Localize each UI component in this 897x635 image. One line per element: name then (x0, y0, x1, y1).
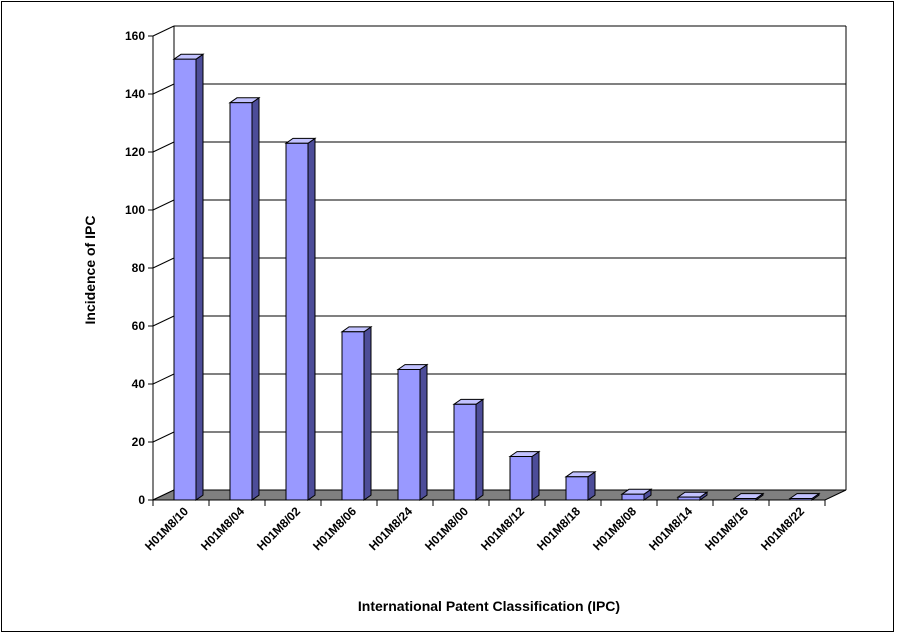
bar-side (251, 96, 260, 501)
bar (284, 137, 317, 501)
x-tick-label: H01M8/22 (758, 504, 807, 553)
bar-side (475, 398, 484, 501)
x-tick-labels: H01M8/10 H01M8/04 H01M8/02 H01M8/06 H01M8/24… (142, 504, 807, 553)
x-tick-label: H01M8/18 (534, 504, 583, 553)
gridline-depth (152, 257, 175, 269)
x-tick-label: H01M8/08 (590, 504, 639, 553)
gridline-depth (152, 315, 175, 327)
bar-front (397, 369, 421, 501)
bar-front (565, 476, 589, 501)
x-tick-label: H01M8/04 (198, 504, 247, 553)
x-tick-label: H01M8/00 (422, 504, 471, 553)
bar-front (621, 493, 645, 501)
x-tick-label: H01M8/12 (478, 504, 527, 553)
x-tick-label: H01M8/02 (254, 504, 303, 553)
x-tick-label: H01M8/06 (310, 504, 359, 553)
gridline-depth (152, 141, 175, 153)
bar (172, 53, 205, 501)
x-tick-label: H01M8/16 (702, 504, 751, 553)
y-axis-title: Incidence of IPC (82, 216, 98, 325)
bar (620, 488, 653, 501)
y-tick-label: 0 (138, 493, 145, 507)
bars (172, 53, 821, 501)
bar (564, 470, 597, 501)
x-axis-title: International Patent Classification (IPC… (358, 598, 620, 614)
gridline-depth (152, 25, 175, 37)
bar-front (173, 58, 197, 501)
bar (452, 398, 485, 501)
y-tick-label: 20 (132, 435, 146, 449)
axes (148, 35, 826, 506)
gridline-depth (152, 83, 175, 95)
gridline-depth (152, 373, 175, 385)
bar-side (195, 53, 204, 501)
bar-side (363, 325, 372, 501)
bar (228, 96, 261, 501)
bar-front (509, 456, 533, 501)
y-tick-label: 120 (125, 145, 145, 159)
y-tick-label: 40 (132, 377, 146, 391)
bar (340, 325, 373, 501)
bar-front (453, 403, 477, 501)
bar-side (307, 137, 316, 501)
x-tick-label: H01M8/24 (366, 504, 415, 553)
gridline-depth (152, 431, 175, 443)
y-tick-label: 140 (125, 87, 145, 101)
y-tick-labels: 0 20 40 60 80 100 120 140 160 (125, 29, 145, 507)
bar-side (531, 450, 540, 501)
y-tick-label: 60 (132, 319, 146, 333)
y-tick-label: 80 (132, 261, 146, 275)
bar (508, 450, 541, 501)
bar-side (419, 363, 428, 501)
bar-front (341, 331, 365, 501)
bar (396, 363, 429, 501)
y-tick-label: 100 (125, 203, 145, 217)
bar-front (229, 102, 253, 501)
x-tick-label: H01M8/14 (646, 504, 695, 553)
bar-front (285, 142, 309, 501)
x-tick-label: H01M8/10 (142, 504, 191, 553)
gridline-depth (152, 199, 175, 211)
y-tick-label: 160 (125, 29, 145, 43)
